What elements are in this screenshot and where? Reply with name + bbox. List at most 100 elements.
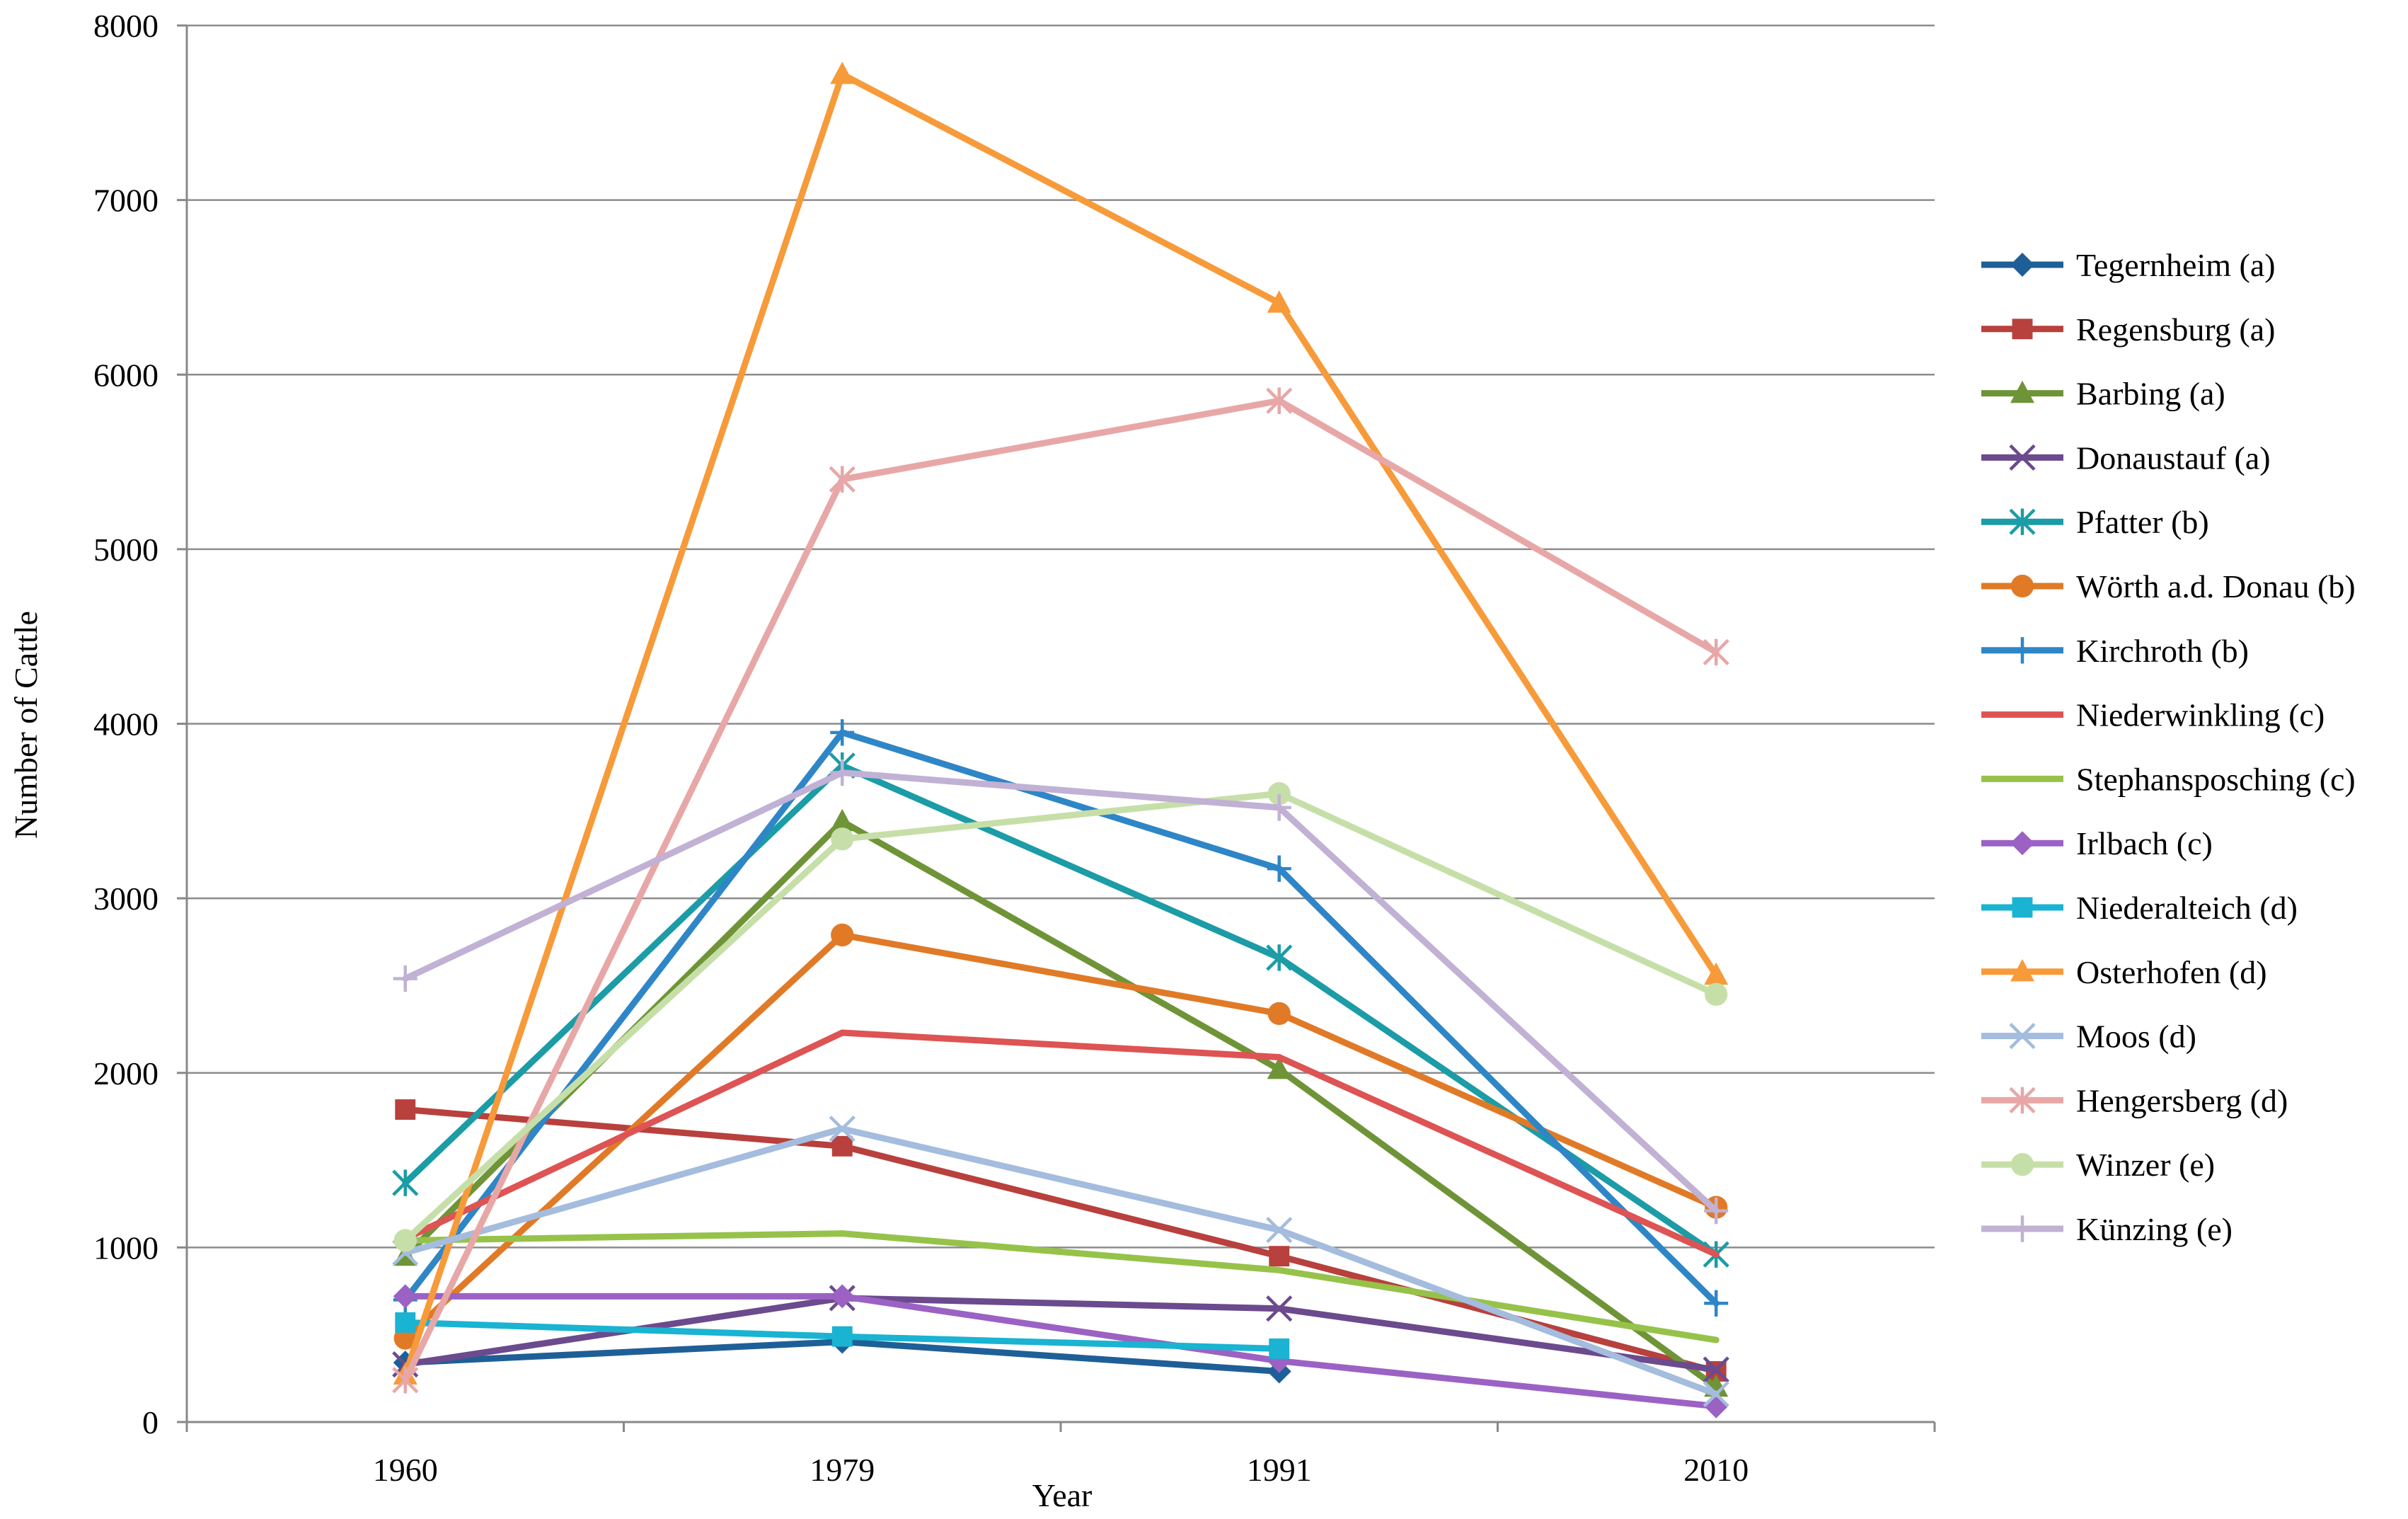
data-point-donaustauf-a (1266, 1295, 1293, 1322)
data-point-donaustauf-a (1703, 1356, 1729, 1383)
legend-marker (2010, 1153, 2034, 1176)
data-point-regensburg-a (1269, 1246, 1290, 1267)
legend-item-worth-a-d-donau-b: Wörth a.d. Donau (b) (1981, 568, 2356, 604)
legend-marker (2009, 508, 2036, 535)
legend-marker (2012, 319, 2033, 340)
data-point-winzer-e (393, 1229, 417, 1252)
series-line-niederwinkling-c (402, 1029, 1719, 1258)
legend-label: Barbing (a) (2076, 376, 2225, 412)
series-line-winzer-e (402, 790, 1719, 1244)
legend-item-niederalteich-d: Niederalteich (d) (1981, 890, 2298, 926)
y-tick-label: 8000 (93, 8, 159, 44)
legend-label: Irlbach (c) (2076, 825, 2213, 861)
series-pfatter-b (392, 752, 1729, 1268)
data-point-regensburg-a (831, 1135, 853, 1157)
series-line-pfatter-b (402, 762, 1719, 1258)
data-point-kirchroth-b (830, 719, 855, 746)
legend-item-regensburg-a: Regensburg (a) (1981, 311, 2275, 348)
x-tick-labels: 1960 1979 1991 2010 (373, 1452, 1749, 1488)
legend-marker (2010, 831, 2034, 856)
y-tick-label: 5000 (93, 532, 159, 568)
legend-label: Moos (d) (2076, 1019, 2196, 1055)
y-tick-label: 6000 (93, 357, 159, 393)
y-tick-label: 3000 (93, 881, 159, 917)
legend-item-irlbach-c: Irlbach (c) (1981, 825, 2213, 861)
series-niederwinkling-c (402, 1029, 1719, 1258)
data-point-kunzing-e (1267, 794, 1291, 821)
y-tick-label: 4000 (93, 706, 159, 743)
y-tick-label: 7000 (93, 183, 159, 219)
data-point-barbing-a (1267, 1056, 1291, 1079)
data-point-irlbach-c (1704, 1394, 1729, 1418)
data-point-kunzing-e (830, 759, 855, 786)
legend-label: Wörth a.d. Donau (b) (2076, 568, 2356, 604)
series-lines (392, 62, 1729, 1418)
data-point-moos-d (1266, 1217, 1293, 1244)
legend-marker (2010, 380, 2034, 403)
legend-label: Donaustauf (a) (2076, 440, 2271, 476)
legend-marker (2009, 1023, 2036, 1050)
x-tick-label: 1979 (810, 1452, 875, 1488)
legend-marker (2012, 897, 2033, 918)
legend-label: Hengersberg (d) (2076, 1082, 2288, 1118)
series-winzer-e (393, 782, 1728, 1252)
legend-item-osterhofen-d: Osterhofen (d) (1981, 954, 2267, 990)
series-stephansposching-c (402, 1230, 1719, 1343)
legend-label: Pfatter (b) (2076, 504, 2209, 540)
data-point-barbing-a (830, 808, 855, 832)
data-point-hengersberg-d (1703, 638, 1729, 666)
legend-label: Niederwinkling (c) (2076, 697, 2325, 733)
series-hengersberg-d (392, 387, 1729, 1394)
gridlines (177, 24, 1936, 1432)
data-point-kunzing-e (1704, 1197, 1729, 1225)
legend-marker (2009, 1087, 2036, 1114)
series-line-moos-d (402, 1125, 1719, 1397)
legend-item-winzer-e: Winzer (e) (1981, 1147, 2215, 1183)
y-tick-label: 0 (142, 1404, 159, 1440)
legend-label: Stephansposching (c) (2076, 761, 2356, 797)
series-line-stephansposching-c (402, 1230, 1719, 1343)
series-kirchroth-b (393, 719, 1729, 1317)
legend-item-kunzing-e: Künzing (e) (1981, 1211, 2233, 1247)
data-point-hengersberg-d (829, 466, 856, 493)
data-point-moos-d (1703, 1380, 1729, 1408)
x-tick-label: 1991 (1247, 1452, 1312, 1488)
data-point-worth-a-d-donau-b (831, 923, 854, 947)
data-point-kirchroth-b (1704, 1290, 1729, 1317)
data-point-kirchroth-b (1267, 855, 1291, 882)
data-point-osterhofen-d (1267, 290, 1291, 313)
series-line-irlbach-c (402, 1292, 1719, 1410)
y-tick-labels: 0 1000 2000 3000 4000 5000 6000 7000 8000 (93, 8, 159, 1440)
legend-marker (2009, 444, 2036, 471)
data-point-niederalteich-d (1269, 1338, 1290, 1359)
y-tick-label: 2000 (93, 1055, 159, 1091)
data-point-pfatter-b (1266, 944, 1293, 971)
legend-marker (2010, 1215, 2034, 1242)
y-tick-label: 1000 (93, 1229, 159, 1266)
data-point-niederalteich-d (831, 1326, 853, 1347)
legend-label: Osterhofen (d) (2076, 954, 2267, 990)
series-kunzing-e (393, 759, 1729, 1225)
series-line-kunzing-e (402, 769, 1719, 1215)
legend-marker (2010, 253, 2034, 277)
data-point-winzer-e (1705, 982, 1728, 1006)
legend-item-donaustauf-a: Donaustauf (a) (1981, 440, 2271, 476)
legend-item-kirchroth-b: Kirchroth (b) (1981, 633, 2249, 669)
legend-item-barbing-a: Barbing (a) (1981, 376, 2225, 412)
legend-label: Regensburg (a) (2076, 311, 2275, 348)
x-tick-label: 1960 (373, 1452, 438, 1488)
data-point-regensburg-a (395, 1099, 416, 1120)
series-niederalteich-d (395, 1312, 1290, 1359)
x-axis-label: Year (1032, 1477, 1093, 1513)
series-donaustauf-a (392, 1285, 1729, 1383)
legend-item-hengersberg-d: Hengersberg (d) (1981, 1082, 2288, 1118)
legend-label: Tegernheim (a) (2076, 247, 2276, 283)
data-point-kunzing-e (393, 965, 417, 992)
legend-item-moos-d: Moos (d) (1981, 1019, 2196, 1055)
data-point-pfatter-b (392, 1169, 419, 1196)
legend-label: Winzer (e) (2076, 1147, 2215, 1183)
legend-marker (2010, 958, 2034, 982)
legend-item-stephansposching-c: Stephansposching (c) (1981, 761, 2356, 797)
data-point-osterhofen-d (1704, 962, 1729, 985)
